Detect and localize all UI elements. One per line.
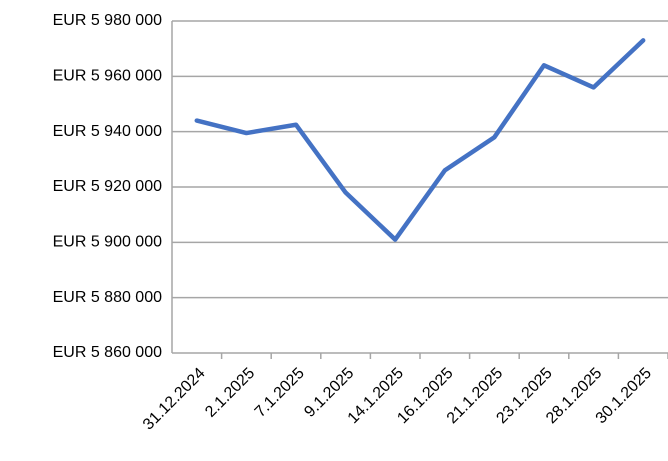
x-tick-label: 2.1.2025 [202,365,258,421]
x-tick-label: 7.1.2025 [252,365,308,421]
x-tick-label: 31.12.2024 [140,365,209,434]
y-tick-label: EUR 5 940 000 [53,123,163,140]
y-tick-label: EUR 5 980 000 [53,12,163,29]
data-line [194,38,646,242]
y-tick-label: EUR 5 860 000 [53,344,163,361]
y-tick-label: EUR 5 900 000 [53,234,163,251]
y-tick-label: EUR 5 960 000 [53,68,163,85]
y-tick-label: EUR 5 880 000 [53,289,163,306]
y-tick-label: EUR 5 920 000 [53,178,163,195]
